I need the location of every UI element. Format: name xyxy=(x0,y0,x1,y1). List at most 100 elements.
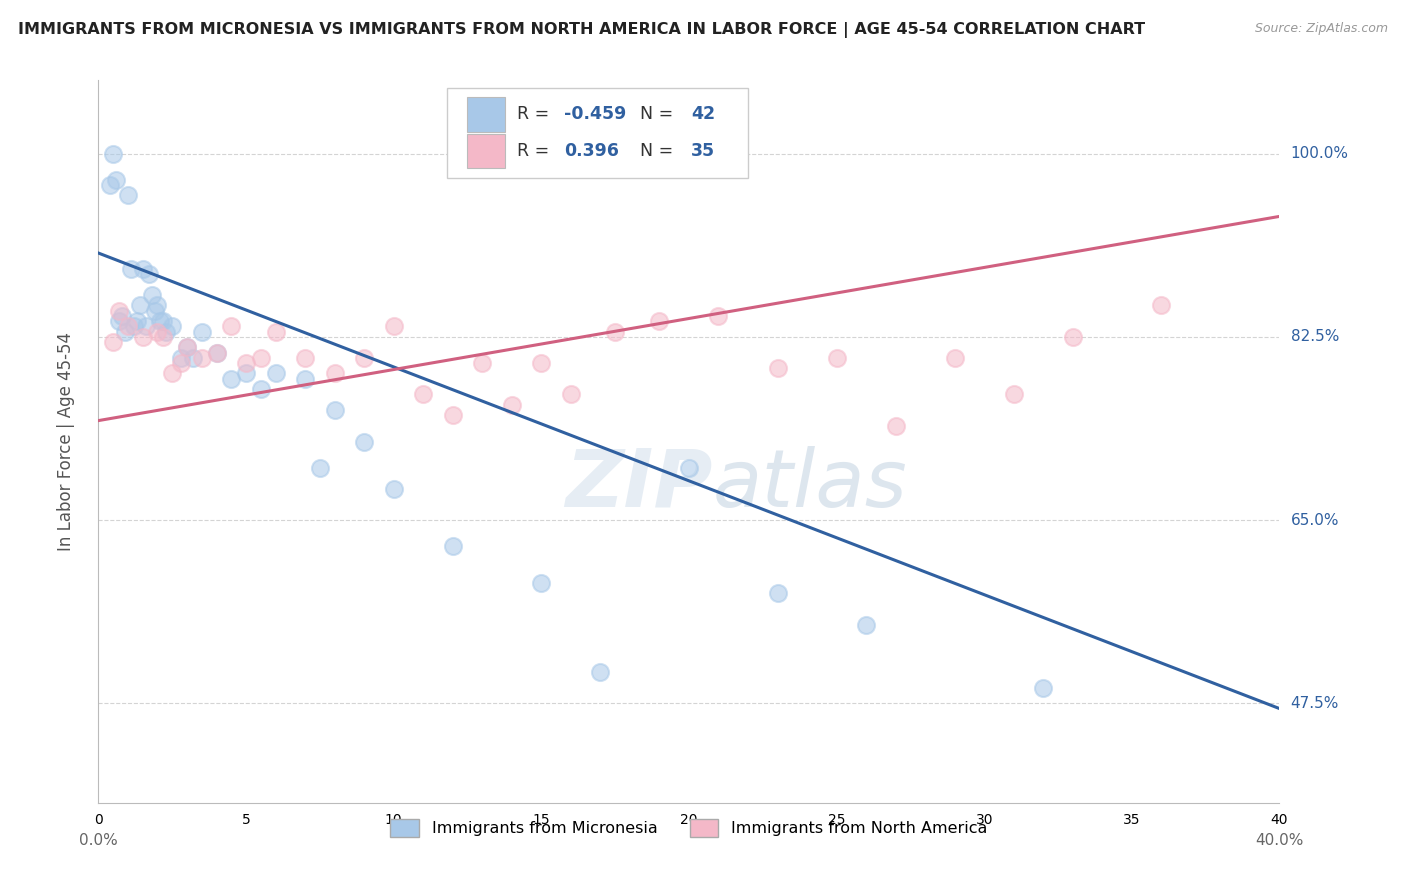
Text: R =: R = xyxy=(516,142,560,160)
Point xyxy=(191,325,214,339)
Text: 40.0%: 40.0% xyxy=(1256,833,1303,848)
Point xyxy=(111,309,134,323)
Point xyxy=(412,387,434,401)
Point xyxy=(884,418,907,433)
Point xyxy=(323,367,346,381)
Point xyxy=(128,298,150,312)
Text: ZIP: ZIP xyxy=(565,446,713,524)
Point xyxy=(589,665,612,679)
Point xyxy=(441,409,464,423)
Point xyxy=(103,334,125,349)
Point xyxy=(149,314,172,328)
Point xyxy=(108,314,131,328)
Point xyxy=(120,261,142,276)
Point xyxy=(205,345,228,359)
Point xyxy=(855,617,877,632)
Point xyxy=(132,330,155,344)
Point xyxy=(382,319,405,334)
Point xyxy=(264,367,287,381)
Point xyxy=(162,367,183,381)
Point xyxy=(441,539,464,553)
Point xyxy=(114,325,136,339)
Point xyxy=(264,325,287,339)
Text: 65.0%: 65.0% xyxy=(1291,513,1339,527)
Point xyxy=(235,356,257,370)
Point xyxy=(1002,387,1025,401)
Point xyxy=(108,303,131,318)
Point xyxy=(825,351,848,365)
Point xyxy=(766,586,789,600)
Point xyxy=(382,482,405,496)
Text: 0.0%: 0.0% xyxy=(79,833,118,848)
Text: IMMIGRANTS FROM MICRONESIA VS IMMIGRANTS FROM NORTH AMERICA IN LABOR FORCE | AGE: IMMIGRANTS FROM MICRONESIA VS IMMIGRANTS… xyxy=(18,22,1146,38)
Text: N =: N = xyxy=(628,142,679,160)
Text: 35: 35 xyxy=(692,142,716,160)
Point xyxy=(678,460,700,475)
Point xyxy=(235,367,257,381)
Legend: Immigrants from Micronesia, Immigrants from North America: Immigrants from Micronesia, Immigrants f… xyxy=(382,811,995,846)
Point xyxy=(170,356,193,370)
Point xyxy=(560,387,582,401)
Text: N =: N = xyxy=(628,105,679,123)
Point xyxy=(943,351,966,365)
Point xyxy=(1150,298,1173,312)
Point xyxy=(221,372,243,386)
Point xyxy=(353,351,375,365)
Text: 0.396: 0.396 xyxy=(564,142,619,160)
Text: -0.459: -0.459 xyxy=(564,105,626,123)
Point xyxy=(530,356,553,370)
Text: atlas: atlas xyxy=(713,446,907,524)
Point xyxy=(471,356,494,370)
Point xyxy=(294,351,316,365)
Point xyxy=(155,325,177,339)
Point xyxy=(530,575,553,590)
Point xyxy=(250,351,273,365)
Point xyxy=(143,303,166,318)
Point xyxy=(766,361,789,376)
Point xyxy=(605,325,627,339)
Point xyxy=(122,319,145,334)
Bar xyxy=(467,97,505,132)
Text: 47.5%: 47.5% xyxy=(1291,696,1339,711)
Text: R =: R = xyxy=(516,105,554,123)
Text: 82.5%: 82.5% xyxy=(1291,329,1339,344)
Point xyxy=(141,288,163,302)
Point xyxy=(176,340,198,354)
Text: 100.0%: 100.0% xyxy=(1291,146,1348,161)
Point xyxy=(162,319,183,334)
Point xyxy=(152,314,174,328)
Point xyxy=(191,351,214,365)
Point xyxy=(135,319,157,334)
Point xyxy=(181,351,204,365)
Point xyxy=(1032,681,1054,695)
Point xyxy=(146,298,169,312)
Point xyxy=(221,319,243,334)
Point xyxy=(117,188,139,202)
Point xyxy=(176,340,198,354)
Point xyxy=(1062,330,1084,344)
Point xyxy=(205,345,228,359)
Point xyxy=(105,173,128,187)
Point xyxy=(138,267,160,281)
Point xyxy=(152,330,174,344)
Point xyxy=(353,434,375,449)
Bar xyxy=(467,134,505,169)
Text: Source: ZipAtlas.com: Source: ZipAtlas.com xyxy=(1254,22,1388,36)
Point xyxy=(309,460,332,475)
Point xyxy=(170,351,193,365)
Point xyxy=(707,309,730,323)
Point xyxy=(294,372,316,386)
Point xyxy=(648,314,671,328)
Point xyxy=(132,261,155,276)
Point xyxy=(250,382,273,396)
Point xyxy=(103,146,125,161)
Point xyxy=(146,325,169,339)
Point xyxy=(125,314,148,328)
Point xyxy=(323,403,346,417)
Point xyxy=(117,319,139,334)
Point xyxy=(98,178,121,192)
Point xyxy=(501,398,523,412)
FancyBboxPatch shape xyxy=(447,87,748,178)
Text: 42: 42 xyxy=(692,105,716,123)
Y-axis label: In Labor Force | Age 45-54: In Labor Force | Age 45-54 xyxy=(56,332,75,551)
